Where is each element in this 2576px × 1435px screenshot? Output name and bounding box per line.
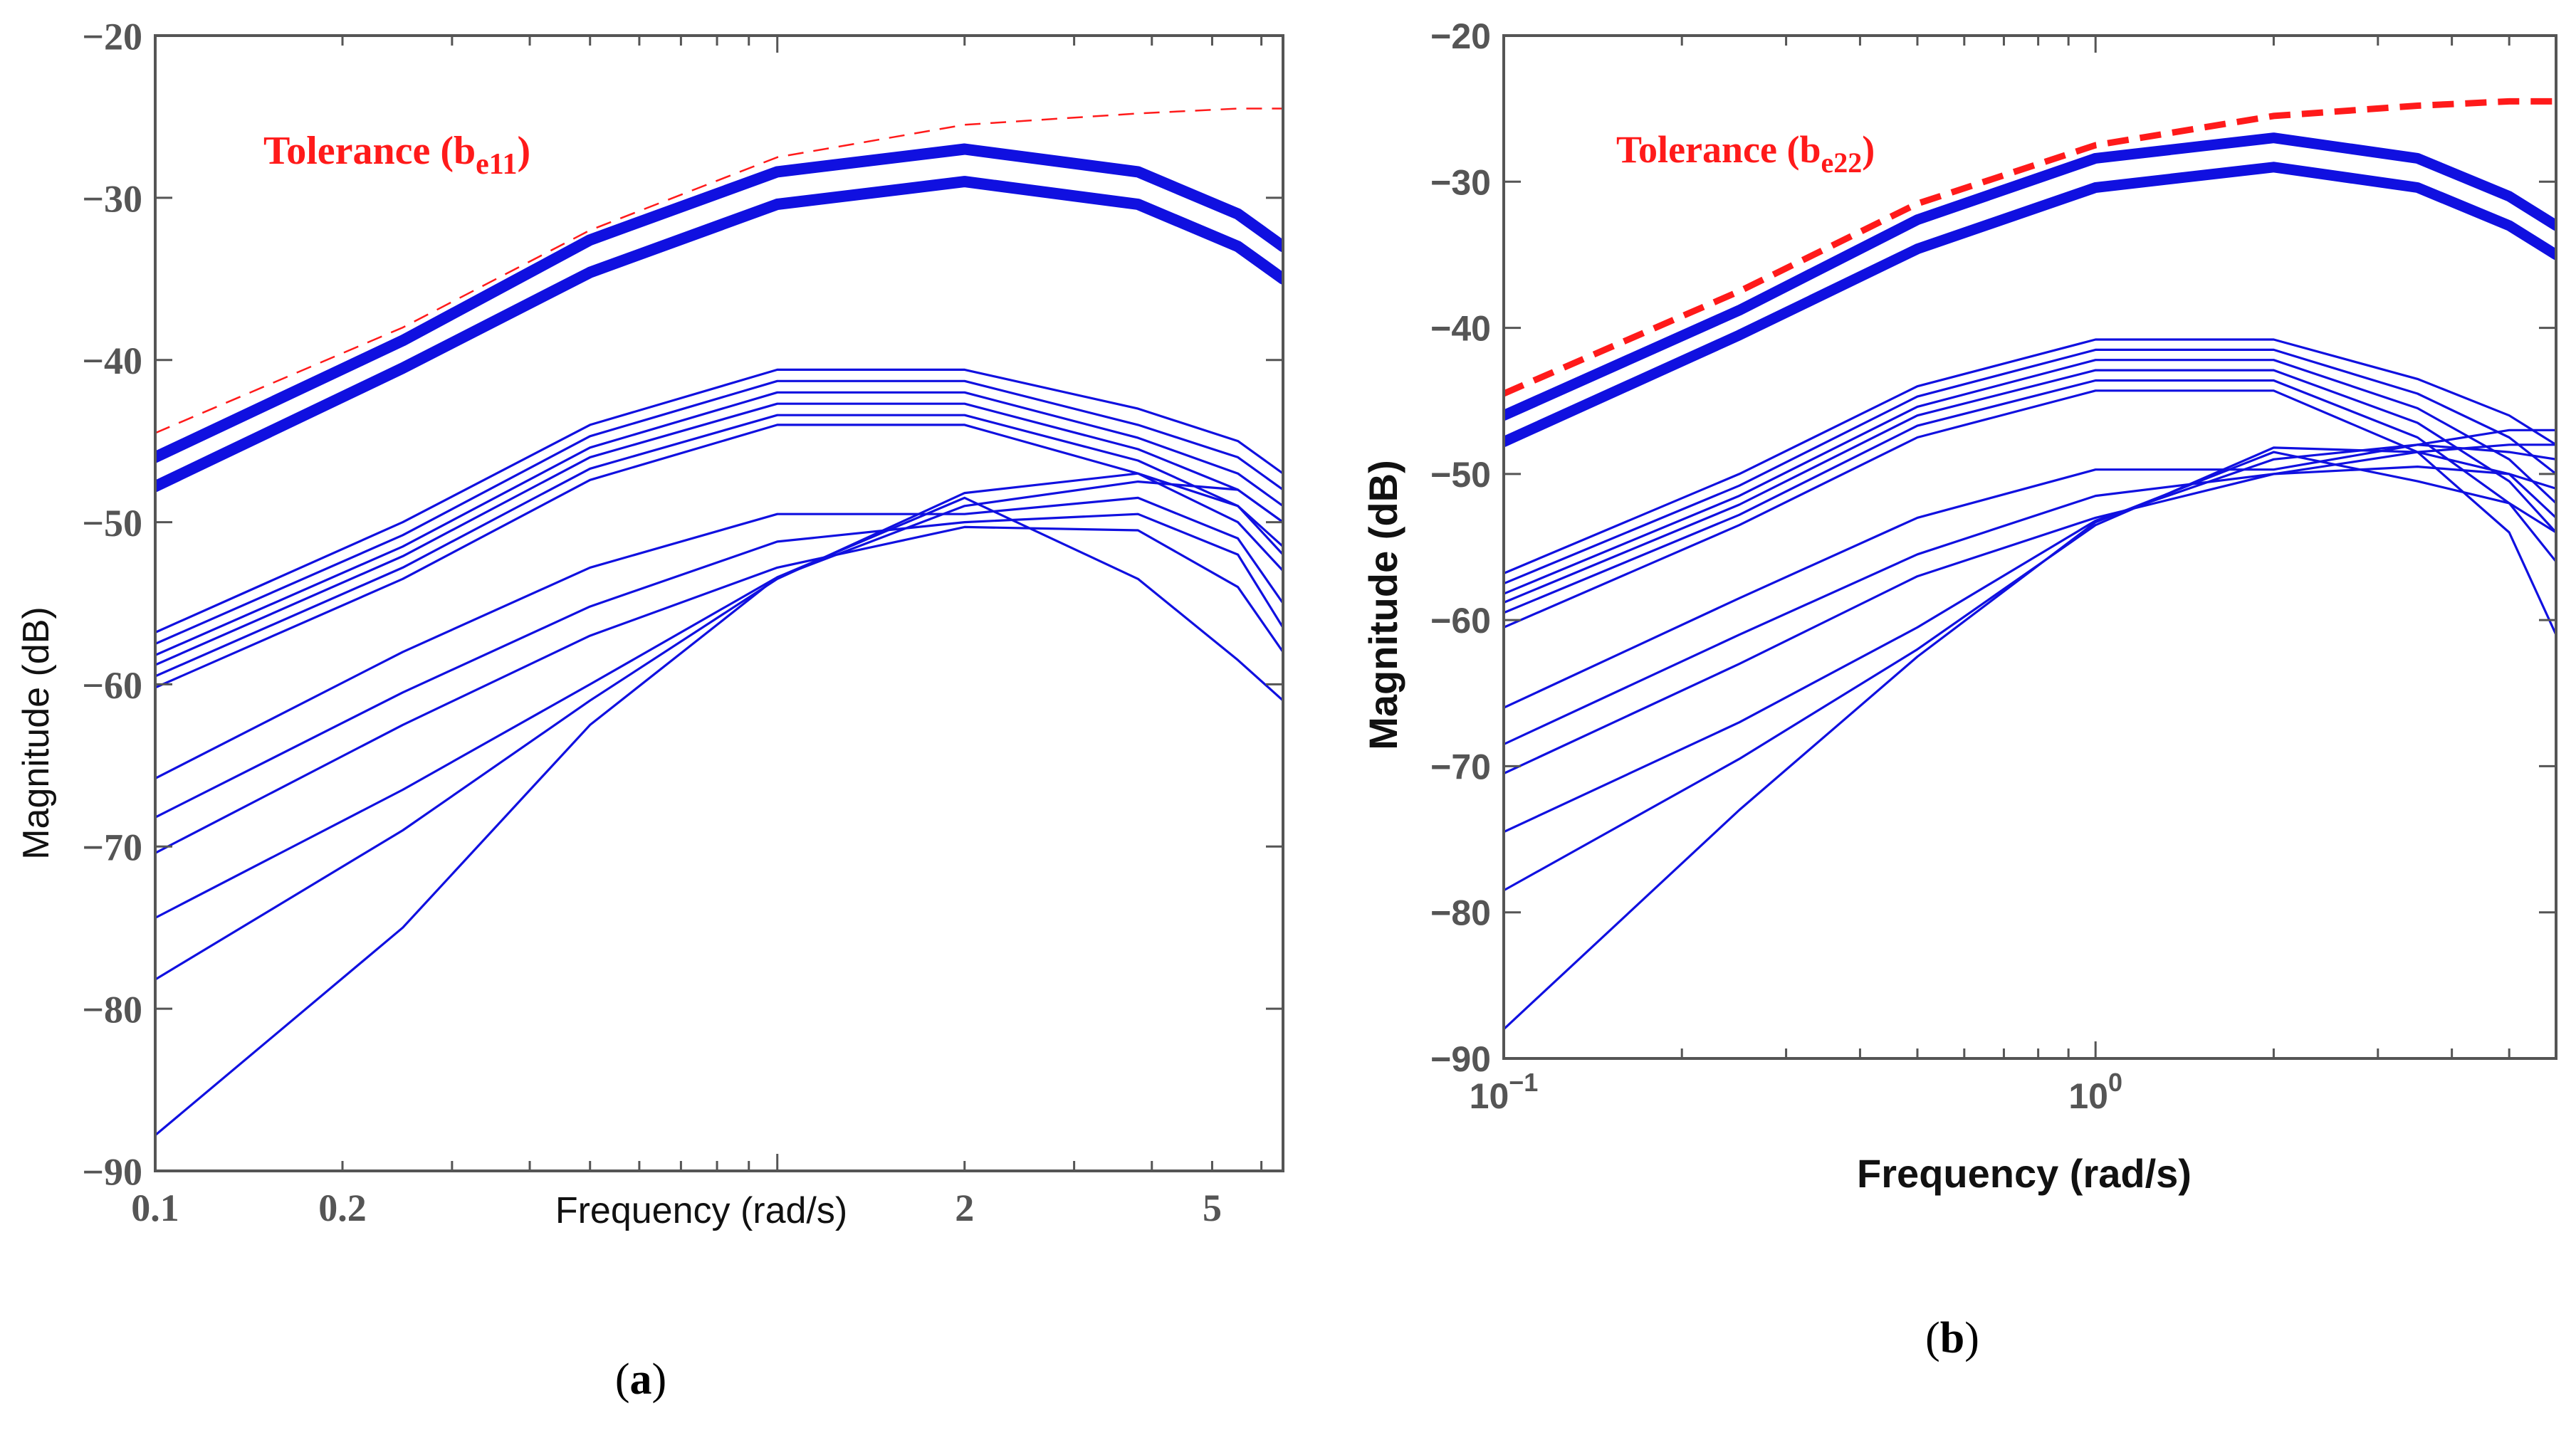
panel-b-y-tick-label: −80 bbox=[1430, 893, 1491, 933]
panel-b-y-label: Magnitude (dB) bbox=[1361, 460, 1405, 750]
panel-b-tolerance-line bbox=[1504, 98, 2556, 397]
panel-b-series-g2-1 bbox=[1504, 429, 2556, 709]
panel-b-x-tick-label: 10−1 bbox=[1470, 1068, 1539, 1116]
panel-a-y-tick-label: −30 bbox=[82, 177, 142, 220]
panel-b-y-tick-label: −50 bbox=[1430, 455, 1491, 495]
panel-b-y-tick-label: −40 bbox=[1430, 309, 1491, 349]
panel-a-series-g1-2 bbox=[155, 379, 1283, 646]
panel-a-plot-frame bbox=[154, 34, 1284, 1172]
panel-b-series-g1-2 bbox=[1504, 348, 2556, 585]
panel-a-y-tick-label: −20 bbox=[82, 15, 142, 58]
panel-a-x-tick-label: 0.2 bbox=[318, 1187, 367, 1229]
panel-b-series-g2-5 bbox=[1504, 446, 2556, 892]
panel-a-series-g2-2 bbox=[155, 512, 1283, 819]
panel-a-y-label: Magnitude (dB) bbox=[16, 606, 57, 860]
panel-a-y-tick-label: −50 bbox=[82, 502, 142, 545]
panel-b-series-g1-4 bbox=[1504, 369, 2556, 604]
panel-b-series-thick-lower bbox=[1504, 162, 2556, 448]
panel-a-series-g1-1 bbox=[155, 368, 1283, 634]
panel-a-series-g1-6 bbox=[155, 424, 1283, 689]
panel-a-series-g2-1 bbox=[155, 496, 1283, 780]
panel-b-plot-frame bbox=[1502, 34, 2557, 1060]
panel-b-series-g2-3 bbox=[1504, 465, 2556, 775]
panel-b-y-tick-label: −90 bbox=[1430, 1039, 1491, 1079]
panel-b-y-tick-label: −30 bbox=[1430, 162, 1491, 202]
panel-a-series-thick-lower bbox=[155, 176, 1283, 493]
panel-b-series-g1-6 bbox=[1504, 389, 2556, 636]
panel-b-series-g2-2 bbox=[1504, 443, 2556, 746]
panel-a-y-tick-label: −80 bbox=[82, 989, 142, 1031]
panel-a-series-g1-5 bbox=[155, 414, 1283, 678]
panel-a-y-tick-label: −40 bbox=[82, 340, 142, 382]
panel-b-series-g2-6 bbox=[1504, 451, 2556, 1031]
panel-a-series-g2-6 bbox=[155, 496, 1283, 1137]
panel-a-x-tick-label: 2 bbox=[955, 1187, 974, 1229]
panel-a-series-thick-upper bbox=[155, 143, 1283, 463]
panel-a-x-tick-label: 0.1 bbox=[131, 1187, 179, 1229]
panel-a-series-g2-5 bbox=[155, 472, 1283, 981]
panel-a-tolerance-line bbox=[155, 107, 1283, 434]
panel-a-y-tick-label: −60 bbox=[82, 664, 142, 707]
panel-a-x-tick-label: 5 bbox=[1203, 1187, 1222, 1229]
panel-a-caption: (a) bbox=[615, 1355, 666, 1404]
panel-a-series-g2-3 bbox=[155, 525, 1283, 855]
panel-b-y-tick-label: −60 bbox=[1430, 601, 1491, 641]
panel-a-chart: −20 −30 −40 −50 −60 −70 −80 −90 0.1 0.2 2 5 Freque… bbox=[16, 15, 1284, 1404]
panel-b-tolerance-annotation: Tolerance (be22) bbox=[1616, 128, 1875, 179]
panel-a-y-tick-label: −90 bbox=[82, 1150, 142, 1193]
panel-b-series-g1-1 bbox=[1504, 338, 2556, 575]
panel-b-series-g2-4 bbox=[1504, 443, 2556, 834]
panel-a-series-g1-3 bbox=[155, 391, 1283, 657]
panel-b-x-label: Frequency (rad/s) bbox=[1857, 1151, 2192, 1196]
panel-a-x-label: Frequency (rad/s) bbox=[555, 1190, 847, 1231]
panel-b-x-tick-label: 100 bbox=[2068, 1068, 2122, 1116]
panel-a-y-tick-label: −70 bbox=[82, 826, 142, 869]
panel-a-tolerance-annotation: Tolerance (be11) bbox=[263, 129, 530, 181]
panel-b-y-tick-label: −20 bbox=[1430, 16, 1491, 56]
panel-b-series-thick-upper bbox=[1504, 132, 2556, 421]
panel-b-chart: −20 −30 −40 −50 −60 −70 −80 −90 10−1 100 Frequen… bbox=[1361, 16, 2557, 1362]
panel-b-series-g1-5 bbox=[1504, 379, 2556, 614]
panel-b-y-tick-label: −70 bbox=[1430, 747, 1491, 787]
panel-b-caption: (b) bbox=[1925, 1314, 1979, 1362]
panel-a-series-g1-4 bbox=[155, 402, 1283, 666]
panel-a-series-g2-4 bbox=[155, 480, 1283, 920]
